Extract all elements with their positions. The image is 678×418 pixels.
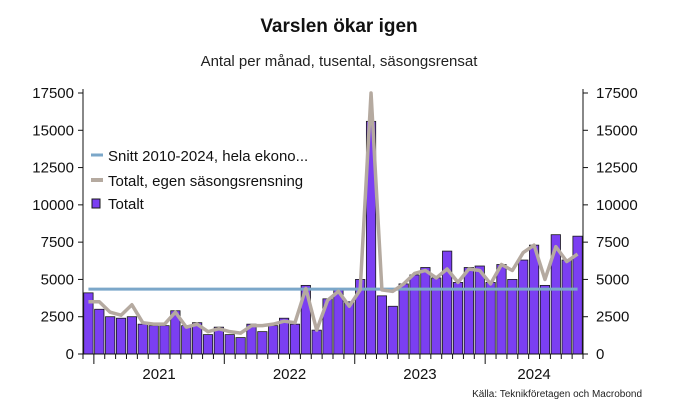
bar-totalt [398, 283, 409, 355]
y-tick-label-right: 0 [596, 346, 604, 363]
bar-totalt [376, 295, 387, 355]
bar-totalt [518, 259, 529, 355]
bar-totalt [409, 274, 420, 355]
bar-totalt [105, 316, 116, 355]
bar-totalt [311, 329, 322, 355]
bar-totalt [126, 316, 137, 355]
y-tick-label-left: 15000 [32, 122, 74, 139]
y-tick-label-left: 12500 [32, 160, 74, 177]
legend-average-label: Snitt 2010-2024, hela ekono... [108, 148, 308, 165]
y-tick-label-right: 17500 [596, 85, 638, 102]
y-tick-label-left: 2500 [41, 309, 74, 326]
chart-source: Källa: Teknikföretagen och Macrobond [472, 389, 642, 400]
y-tick-label-right: 10000 [596, 197, 638, 214]
y-tick-label-left: 7500 [41, 234, 74, 251]
bar-totalt [463, 267, 474, 355]
bar-totalt [420, 267, 431, 355]
chart-title: Varslen ökar igen [260, 16, 418, 37]
bar-totalt [387, 305, 398, 355]
bar-totalt [561, 259, 572, 355]
y-tick-label-right: 15000 [596, 122, 638, 139]
bar-totalt [94, 308, 105, 355]
bar-totalt [257, 331, 268, 355]
bar-totalt [289, 323, 301, 355]
y-tick-label-left: 10000 [32, 197, 74, 214]
bar-totalt [137, 323, 148, 355]
bar-totalt [442, 250, 453, 355]
legend-total-bar-swatch [91, 198, 101, 209]
bar-totalt [474, 265, 485, 355]
y-tick-label-left: 17500 [32, 85, 74, 102]
bar-totalt [115, 317, 127, 355]
bar-totalt [268, 325, 279, 355]
bar-totalt [224, 334, 235, 355]
legend-total-line-label: Totalt, egen säsongsrensning [108, 173, 303, 190]
bars-layer [83, 120, 583, 355]
y-tick-label-right: 2500 [596, 309, 629, 326]
bar-totalt [202, 334, 214, 355]
bar-totalt [452, 282, 464, 355]
bar-totalt [572, 235, 583, 355]
bar-totalt [496, 264, 507, 355]
chart-subtitle: Antal per månad, tusental, säsongsrensat [200, 53, 478, 70]
y-tick-label-right: 5000 [596, 271, 629, 288]
bar-totalt [539, 284, 551, 355]
bar-totalt [159, 325, 170, 355]
y-tick-label-left: 0 [66, 346, 74, 363]
line-total-seasonal [88, 91, 579, 335]
bar-totalt [148, 325, 159, 355]
x-year-label: 2021 [142, 366, 175, 383]
bar-totalt [529, 244, 540, 355]
x-year-label: 2023 [403, 366, 436, 383]
axes-layer: 0 0 2500 2500 5000 5000 7500 7500 10000 10000 1250… [32, 85, 637, 383]
legend-background [85, 132, 345, 222]
legend: Snitt 2010-2024, hela ekono... Totalt, e… [85, 132, 345, 222]
bar-totalt [344, 301, 355, 355]
bar-totalt [235, 337, 246, 355]
x-year-label: 2022 [273, 366, 306, 383]
legend-total-bar-label: Totalt [108, 196, 145, 213]
bar-totalt [333, 289, 344, 355]
y-tick-label-right: 12500 [596, 160, 638, 177]
bar-totalt [181, 325, 192, 355]
y-tick-label-left: 5000 [41, 271, 74, 288]
bar-totalt [485, 282, 496, 355]
x-year-label: 2024 [517, 366, 550, 383]
y-tick-label-right: 7500 [596, 234, 629, 251]
lines-layer [88, 91, 579, 335]
